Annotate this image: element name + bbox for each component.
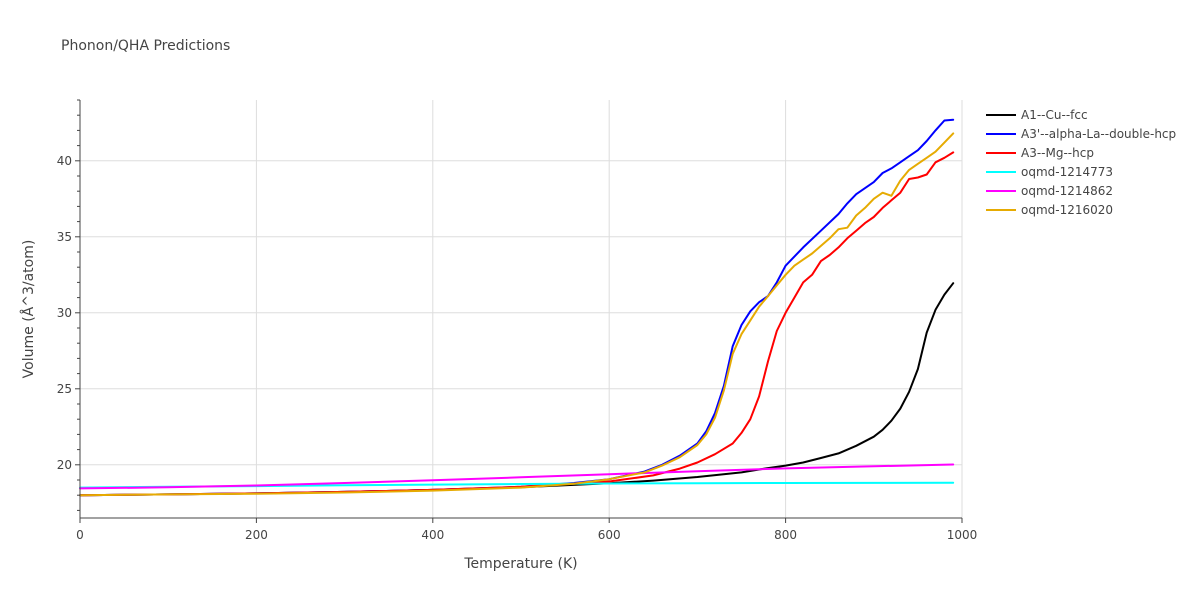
y-tick-label: 35 — [57, 230, 72, 244]
x-tick-label: 400 — [421, 528, 444, 542]
legend-label: oqmd-1214773 — [1021, 165, 1113, 179]
legend-label: A1--Cu--fcc — [1021, 108, 1088, 122]
legend-item[interactable]: oqmd-1214862 — [986, 184, 1113, 198]
x-tick-label: 200 — [245, 528, 268, 542]
y-tick-label: 30 — [57, 306, 72, 320]
chart-title: Phonon/QHA Predictions — [61, 38, 230, 54]
series-line-5 — [79, 463, 955, 490]
legend-label: A3'--alpha-La--double-hcp — [1021, 127, 1176, 141]
series-line-2 — [79, 118, 955, 497]
legend-item[interactable]: oqmd-1214773 — [986, 165, 1113, 179]
x-tick-label: 1000 — [947, 528, 978, 542]
legend-item[interactable]: oqmd-1216020 — [986, 203, 1113, 217]
legend-item[interactable]: A3'--alpha-La--double-hcp — [986, 127, 1176, 141]
y-axis-title: Volume (Å^3/atom) — [20, 240, 37, 379]
x-axis-title: Temperature (K) — [463, 556, 577, 572]
legend-label: A3--Mg--hcp — [1021, 146, 1094, 160]
legend: A1--Cu--fcc A3'--alpha-La--double-hcp A3--… — [986, 108, 1176, 217]
x-tick-label: 600 — [598, 528, 621, 542]
plot-area — [79, 118, 955, 497]
x-tick-label: 0 — [76, 528, 84, 542]
legend-item[interactable]: A3--Mg--hcp — [986, 146, 1094, 160]
y-tick-label: 20 — [57, 458, 72, 472]
y-tick-label: 40 — [57, 154, 72, 168]
x-tick-label: 800 — [774, 528, 797, 542]
legend-label: oqmd-1216020 — [1021, 203, 1113, 217]
series-line-6 — [79, 132, 955, 497]
legend-label: oqmd-1214862 — [1021, 184, 1113, 198]
y-tick-label: 25 — [57, 382, 72, 396]
axes: 0 200 400 600 800 1000 20 25 30 35 40 — [57, 99, 978, 542]
legend-item[interactable]: A1--Cu--fcc — [986, 108, 1088, 122]
series-line-3 — [79, 151, 955, 497]
